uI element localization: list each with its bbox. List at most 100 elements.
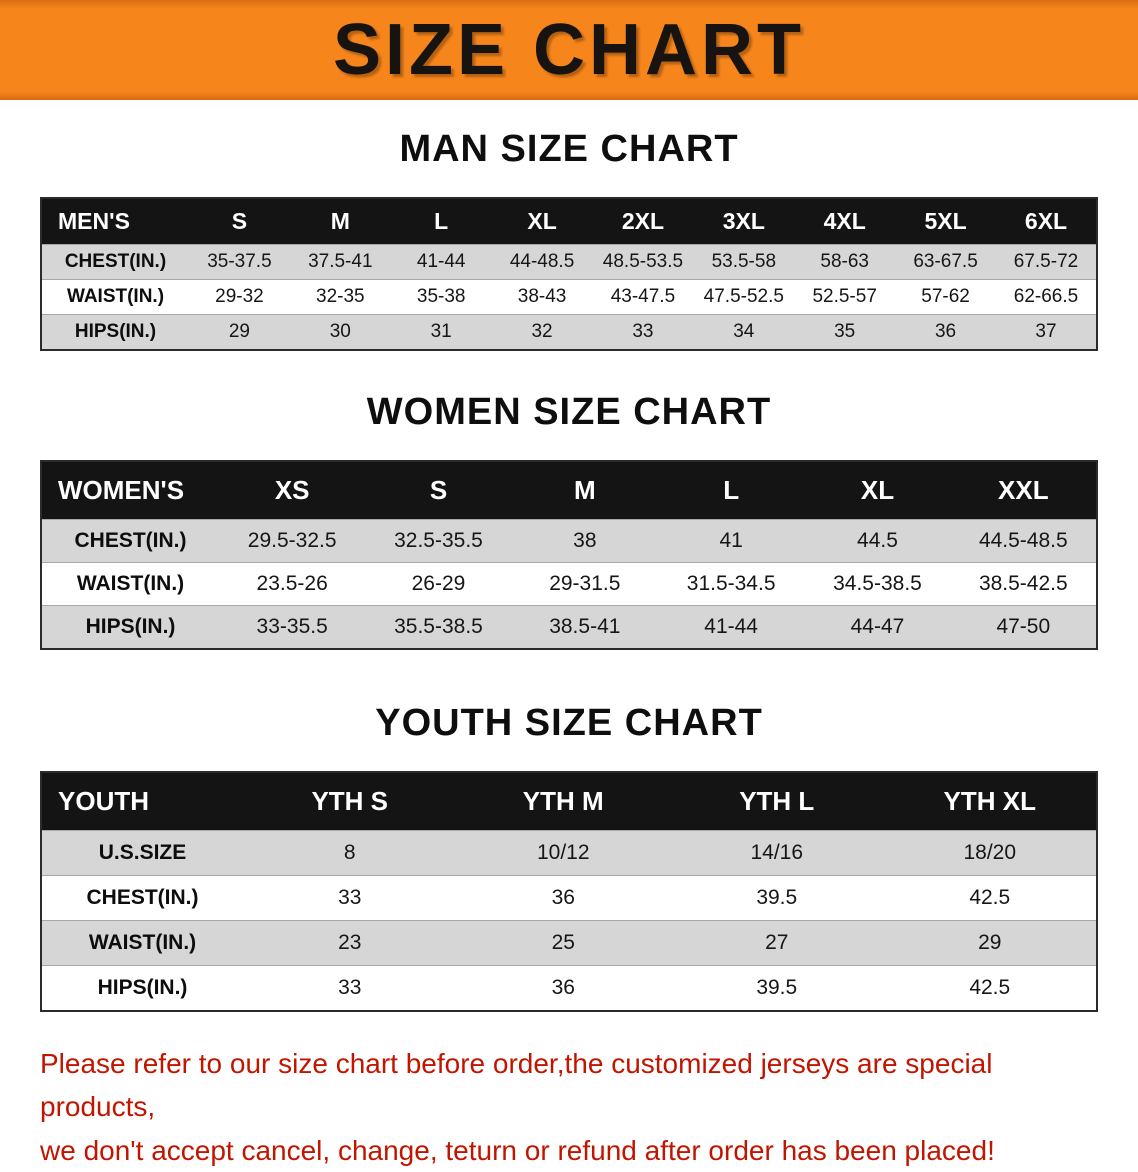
size-value: 44.5 [804,519,951,563]
size-column-header: S [365,461,512,520]
row-label: WAIST(IN.) [41,562,219,606]
row-label: HIPS(IN.) [41,314,189,350]
women-size-table: WOMEN'S XS S M L XL XXL CHEST(IN.) 29.5-32.5 32.5… [40,460,1098,650]
size-value: 35-38 [390,279,492,315]
size-value: 42.5 [883,875,1097,921]
size-value: 57-62 [895,279,996,315]
size-value: 33 [243,875,457,921]
table-header-row: YOUTH YTH S YTH M YTH L YTH XL [41,772,1097,831]
size-column-header: 2XL [592,198,694,245]
disclaimer-line-1: Please refer to our size chart before or… [40,1048,993,1123]
size-value: 33-35.5 [219,605,366,649]
size-value: 35-37.5 [189,244,290,280]
size-column-header: YTH S [243,772,457,831]
size-column-header: YTH M [456,772,670,831]
size-column-header: M [289,198,391,245]
size-value: 23.5-26 [219,562,366,606]
size-value: 33 [592,314,694,350]
size-value: 32.5-35.5 [365,519,512,563]
size-column-header: XL [491,198,593,245]
size-value: 32-35 [289,279,391,315]
size-value: 34 [693,314,795,350]
size-value: 29.5-32.5 [219,519,366,563]
table-row: CHEST(IN.) 29.5-32.5 32.5-35.5 38 41 44.5 44.5… [41,519,1097,563]
size-value: 62-66.5 [996,279,1097,315]
size-value: 29-31.5 [511,562,658,606]
size-value: 48.5-53.5 [592,244,694,280]
size-value: 30 [289,314,391,350]
size-column-header: S [189,198,290,245]
man-section-title: MAN SIZE CHART [399,128,739,170]
disclaimer-text: Please refer to our size chart before or… [40,1042,1114,1172]
row-label: CHEST(IN.) [41,519,219,563]
size-value: 26-29 [365,562,512,606]
row-label: CHEST(IN.) [41,875,243,921]
title-banner: SIZE CHART [0,0,1138,100]
table-row: U.S.SIZE 8 10/12 14/16 18/20 [41,830,1097,876]
size-value: 34.5-38.5 [804,562,951,606]
size-value: 44-47 [804,605,951,649]
women-section-title: WOMEN SIZE CHART [366,391,772,433]
size-value: 33 [243,965,457,1011]
size-value: 36 [456,875,670,921]
size-value: 8 [243,830,457,876]
size-value: 41-44 [390,244,492,280]
size-column-header: YTH XL [883,772,1097,831]
table-row: HIPS(IN.) 33 36 39.5 42.5 [41,965,1097,1011]
size-value: 63-67.5 [895,244,996,280]
size-value: 36 [456,965,670,1011]
size-value: 38.5-41 [511,605,658,649]
size-value: 39.5 [670,965,884,1011]
size-value: 47-50 [950,605,1097,649]
size-column-header: XL [804,461,951,520]
size-column-header: 3XL [693,198,795,245]
man-size-section: MAN SIZE CHART MEN'S S M L XL 2XL 3XL 4XL 5XL 6XL… [0,128,1138,351]
size-value: 31 [390,314,492,350]
size-value: 44.5-48.5 [950,519,1097,563]
table-header-row: WOMEN'S XS S M L XL XXL [41,461,1097,520]
size-value: 32 [491,314,593,350]
disclaimer-line-2: we don't accept cancel, change, teturn o… [40,1134,995,1166]
size-value: 38 [511,519,658,563]
size-value: 37.5-41 [289,244,391,280]
youth-size-section: YOUTH SIZE CHART YOUTH YTH S YTH M YTH L YTH… [0,702,1138,1012]
table-row: CHEST(IN.) 35-37.5 37.5-41 41-44 44-48.5 48.5… [41,244,1097,280]
size-column-header: XXL [950,461,1097,520]
size-value: 67.5-72 [996,244,1097,280]
row-label: WAIST(IN.) [41,920,243,966]
size-value: 39.5 [670,875,884,921]
size-value: 38-43 [491,279,593,315]
table-row: WAIST(IN.) 29-32 32-35 35-38 38-43 43-47.5 47.… [41,279,1097,315]
size-column-header: 5XL [895,198,996,245]
page-title: SIZE CHART [333,10,805,90]
size-value: 44-48.5 [491,244,593,280]
size-value: 38.5-42.5 [950,562,1097,606]
size-column-header: 6XL [996,198,1097,245]
size-value: 14/16 [670,830,884,876]
size-value: 53.5-58 [693,244,795,280]
table-row: WAIST(IN.) 23 25 27 29 [41,920,1097,966]
man-size-table: MEN'S S M L XL 2XL 3XL 4XL 5XL 6XL CHEST(IN.) 35-37… [40,197,1098,351]
size-value: 25 [456,920,670,966]
size-value: 41-44 [657,605,805,649]
size-value: 58-63 [794,244,896,280]
row-label: WAIST(IN.) [41,279,189,315]
table-corner-label: YOUTH [41,772,243,831]
table-row: HIPS(IN.) 29 30 31 32 33 34 35 36 37 [41,314,1097,350]
table-corner-label: MEN'S [41,198,189,245]
size-value: 23 [243,920,457,966]
table-corner-label: WOMEN'S [41,461,219,520]
size-value: 29 [189,314,290,350]
row-label: HIPS(IN.) [41,605,219,649]
row-label: U.S.SIZE [41,830,243,876]
size-value: 47.5-52.5 [693,279,795,315]
size-column-header: YTH L [670,772,884,831]
size-value: 35.5-38.5 [365,605,512,649]
size-value: 42.5 [883,965,1097,1011]
table-header-row: MEN'S S M L XL 2XL 3XL 4XL 5XL 6XL [41,198,1097,245]
size-value: 43-47.5 [592,279,694,315]
size-value: 36 [895,314,996,350]
size-value: 27 [670,920,884,966]
size-value: 18/20 [883,830,1097,876]
